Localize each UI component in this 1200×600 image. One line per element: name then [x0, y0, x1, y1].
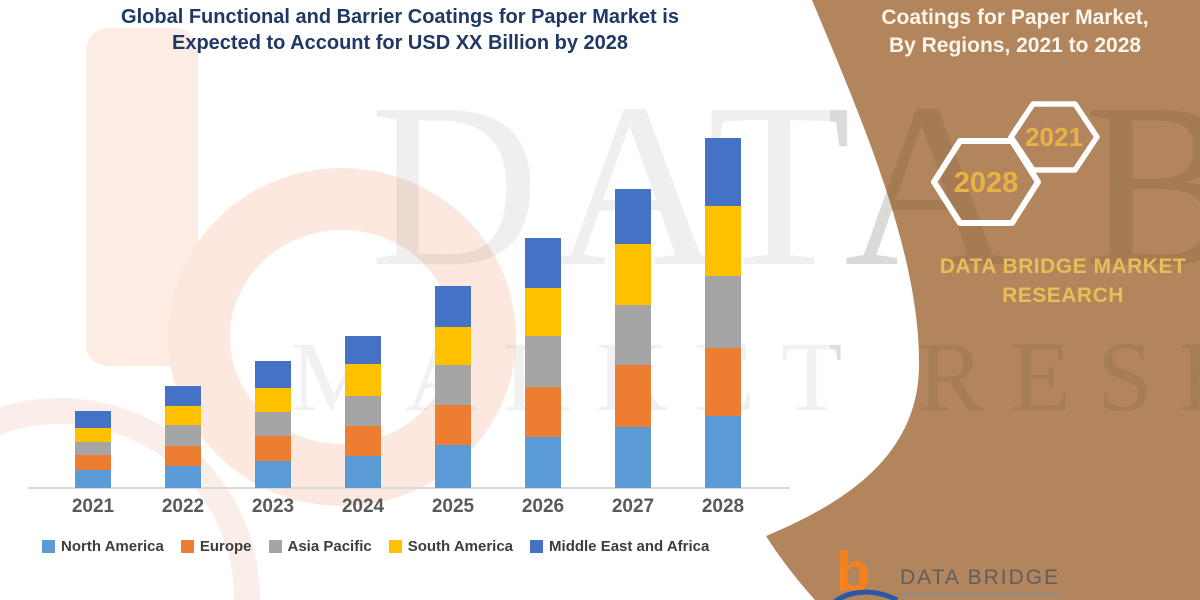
legend-swatch [42, 540, 55, 553]
bar-segment [615, 189, 651, 244]
bar-segment [615, 427, 651, 488]
chart-title: Global Functional and Barrier Coatings f… [60, 4, 740, 56]
side-panel-brand: DATA BRIDGE MARKET RESEARCH [928, 252, 1198, 310]
stacked-bar-2025 [435, 286, 471, 488]
legend-swatch [180, 540, 194, 553]
bar-segment [165, 406, 201, 425]
legend-item: South America [388, 538, 514, 555]
bar-segment [615, 305, 651, 365]
stacked-bar-2026 [525, 238, 561, 488]
legend-swatch [268, 540, 282, 553]
bar-segment [525, 336, 561, 387]
legend: North America Europe Asia Pacific South Ame… [42, 538, 709, 555]
x-axis-label: 2022 [161, 496, 205, 517]
legend-swatch [388, 540, 402, 553]
bar-segment [435, 365, 471, 405]
x-axis-label: 2021 [71, 496, 115, 517]
stacked-bar-2023 [255, 361, 291, 488]
stacked-bar-2022 [165, 386, 201, 488]
side-panel-brand-line1: DATA BRIDGE MARKET [939, 255, 1187, 278]
side-panel-brand-line2: RESEARCH [1002, 284, 1124, 307]
bar-segment [435, 327, 471, 365]
legend-item: Asia Pacific [268, 538, 372, 555]
bar-segment [345, 396, 381, 426]
legend-label: Middle East and Africa [549, 538, 710, 555]
footer-brand-text: DATA BRIDGE [900, 566, 1061, 595]
bar-segment [75, 455, 111, 470]
bar-segment [705, 276, 741, 348]
bar-segment [705, 348, 741, 416]
bar-segment [345, 364, 381, 396]
x-axis-label: 2024 [341, 496, 385, 517]
x-axis-line [28, 487, 790, 489]
bar-segment [705, 138, 741, 206]
bar-segment [615, 244, 651, 305]
bar-segment [525, 288, 561, 336]
bar-segment [705, 206, 741, 276]
stacked-bar-2028 [705, 138, 741, 488]
legend-swatch [530, 540, 544, 553]
bar-segment [165, 386, 201, 406]
legend-item: Europe [180, 538, 252, 555]
x-axis-label: 2025 [431, 496, 475, 517]
side-panel-heading: Coatings for Paper Market, By Regions, 2… [850, 4, 1180, 60]
legend-label: Europe [199, 538, 252, 555]
bar-segment [525, 437, 561, 488]
bar-segment [255, 361, 291, 388]
bar-segment [75, 470, 111, 488]
side-panel-heading-line1: Coatings for Paper Market, [881, 6, 1149, 29]
bar-segment [255, 436, 291, 461]
bar-segment [705, 416, 741, 488]
side-panel-heading-line2: By Regions, 2021 to 2028 [888, 34, 1142, 57]
bar-segment [525, 387, 561, 437]
legend-label: North America [61, 538, 164, 555]
x-axis-label: 2027 [611, 496, 655, 517]
stacked-bar-2027 [615, 189, 651, 488]
x-axis-label: 2026 [521, 496, 565, 517]
bar-segment [255, 461, 291, 488]
bar-segment [75, 442, 111, 455]
legend-label: Asia Pacific [287, 538, 372, 555]
bar-segment [165, 425, 201, 446]
bar-segment [345, 336, 381, 364]
footer-logo-swoosh-icon [832, 589, 899, 600]
legend-item: North America [42, 538, 164, 555]
bar-segment [435, 286, 471, 327]
bar-segment [345, 456, 381, 488]
bar-segment [435, 445, 471, 488]
bar-segment [255, 412, 291, 436]
stacked-bar-2021 [75, 411, 111, 488]
x-axis-label: 2023 [251, 496, 295, 517]
bar-segment [615, 365, 651, 427]
hexagon-2028-label: 2028 [954, 167, 1019, 199]
legend-item: Middle East and Africa [530, 538, 709, 555]
x-axis-label: 2028 [701, 496, 745, 517]
bar-segment [435, 405, 471, 445]
bar-segment [255, 388, 291, 412]
bar-segment [165, 446, 201, 466]
chart-title-line1: Global Functional and Barrier Coatings f… [121, 6, 679, 28]
chart-title-line2: Expected to Account for USD XX Billion b… [171, 32, 628, 54]
legend-label: South America [407, 538, 514, 555]
bar-segment [525, 238, 561, 288]
hexagon-2028: 2028 [931, 138, 1041, 226]
stacked-bar-2024 [345, 336, 381, 488]
bar-segment [345, 426, 381, 456]
bar-segment [165, 466, 201, 488]
bar-segment [75, 411, 111, 428]
bar-segment [75, 428, 111, 442]
